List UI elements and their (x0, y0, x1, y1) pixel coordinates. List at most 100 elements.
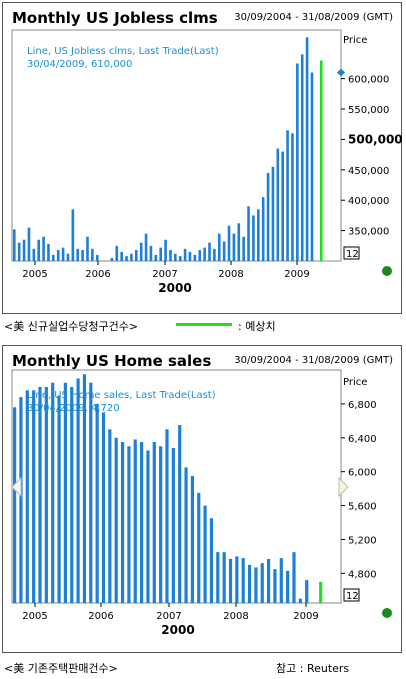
forecast-legend-swatch (176, 323, 232, 326)
y-tick-label: 6,000 (348, 468, 377, 479)
bar (120, 442, 125, 603)
source-label: 참고 : Reuters (276, 662, 350, 675)
x-axis-year-label: 2000 (158, 281, 191, 295)
bar (281, 151, 284, 261)
y-tick-label: 6,400 (348, 434, 377, 445)
bar (130, 253, 133, 261)
x-tick-label: 2005 (22, 611, 47, 622)
date-range: 30/09/2004 - 31/08/2009 (GMT) (234, 355, 393, 366)
x-tick-label: 2009 (284, 269, 309, 280)
bar (133, 439, 137, 603)
scroll-right-arrow[interactable] (338, 476, 349, 498)
bar (216, 552, 220, 603)
bar (252, 215, 255, 261)
bar (38, 386, 42, 603)
y-axis-title: Price (343, 377, 367, 388)
tooltip-text: Line, US Home sales, Last Trade(Last) (27, 390, 216, 401)
bar (27, 227, 31, 261)
bar (305, 580, 309, 603)
bar (292, 552, 296, 603)
bar (254, 567, 258, 603)
bar (70, 386, 74, 603)
x-axis-year-label: 2000 (161, 623, 194, 637)
bar (183, 248, 187, 261)
bar (110, 257, 114, 261)
counter-text: 12 (346, 591, 359, 602)
y-tick-label: 550,000 (348, 105, 389, 116)
bar (276, 148, 280, 261)
home-sales-chart: Line, US Home sales, Last Trade(Last) 30/… (11, 369, 392, 637)
bar (52, 254, 55, 261)
bar (203, 505, 207, 603)
bar (57, 395, 61, 603)
current-value-marker (337, 68, 345, 77)
bar (286, 570, 290, 603)
bar (203, 247, 206, 261)
bar (37, 239, 40, 261)
bar (291, 133, 294, 261)
bar (296, 63, 299, 262)
bar (61, 247, 65, 261)
bar (271, 166, 275, 261)
bar (101, 412, 106, 603)
x-tick-label: 2006 (85, 269, 110, 280)
bar (241, 558, 245, 603)
y-tick-label: 500,000 (348, 132, 403, 146)
y-tick-label: 4,800 (348, 569, 377, 580)
bar (260, 563, 264, 603)
bar (44, 386, 48, 603)
bar (76, 248, 80, 261)
bar (66, 253, 70, 261)
y-tick-label: 5,600 (348, 502, 377, 513)
bar (197, 492, 201, 603)
bar (32, 390, 36, 603)
series-footer-label: <美 기존주택판매건수> (4, 662, 118, 675)
bar (63, 382, 67, 603)
y-tick-label: 6,800 (348, 400, 377, 411)
y-tick-label: 450,000 (348, 166, 389, 177)
chart-title: Monthly US Home sales (12, 352, 212, 370)
bar (198, 250, 202, 261)
bar (235, 556, 239, 603)
bar (144, 233, 148, 261)
bar (213, 248, 216, 261)
bar (146, 450, 150, 603)
x-tick-label: 2007 (152, 269, 177, 280)
bar (71, 209, 75, 261)
scroll-left-arrow[interactable] (11, 476, 22, 498)
bar (247, 206, 250, 261)
bar (184, 467, 188, 603)
bar (89, 382, 93, 603)
bar (222, 552, 226, 603)
bar (140, 442, 144, 603)
bar (209, 518, 214, 603)
bar (188, 251, 192, 261)
bar (227, 225, 231, 261)
tooltip-value: 30/04/2009, 4,720 (27, 403, 120, 414)
bar (193, 254, 197, 261)
bar (56, 250, 60, 261)
bar (135, 250, 138, 261)
y-axis-title: Price (343, 35, 367, 46)
bar (95, 403, 99, 603)
x-tick-label: 2009 (293, 611, 318, 622)
counter-box (343, 588, 360, 602)
bar (164, 239, 167, 261)
bar (19, 397, 23, 603)
bar (25, 390, 29, 603)
x-tick-label: 2008 (218, 269, 243, 280)
bar (208, 242, 211, 261)
tooltip-text: Line, US Jobless clms, Last Trade(Last) (27, 46, 219, 57)
bar (222, 241, 226, 261)
counter-text: 12 (346, 249, 359, 260)
x-tick-label: 2007 (156, 611, 181, 622)
bar (217, 233, 221, 261)
bar (273, 569, 277, 603)
bar (82, 374, 87, 603)
forecast-bar (319, 581, 323, 603)
bar (178, 256, 182, 261)
bar (95, 254, 99, 261)
forecast-bar (319, 60, 323, 261)
bar (32, 248, 36, 261)
bar (159, 446, 163, 603)
